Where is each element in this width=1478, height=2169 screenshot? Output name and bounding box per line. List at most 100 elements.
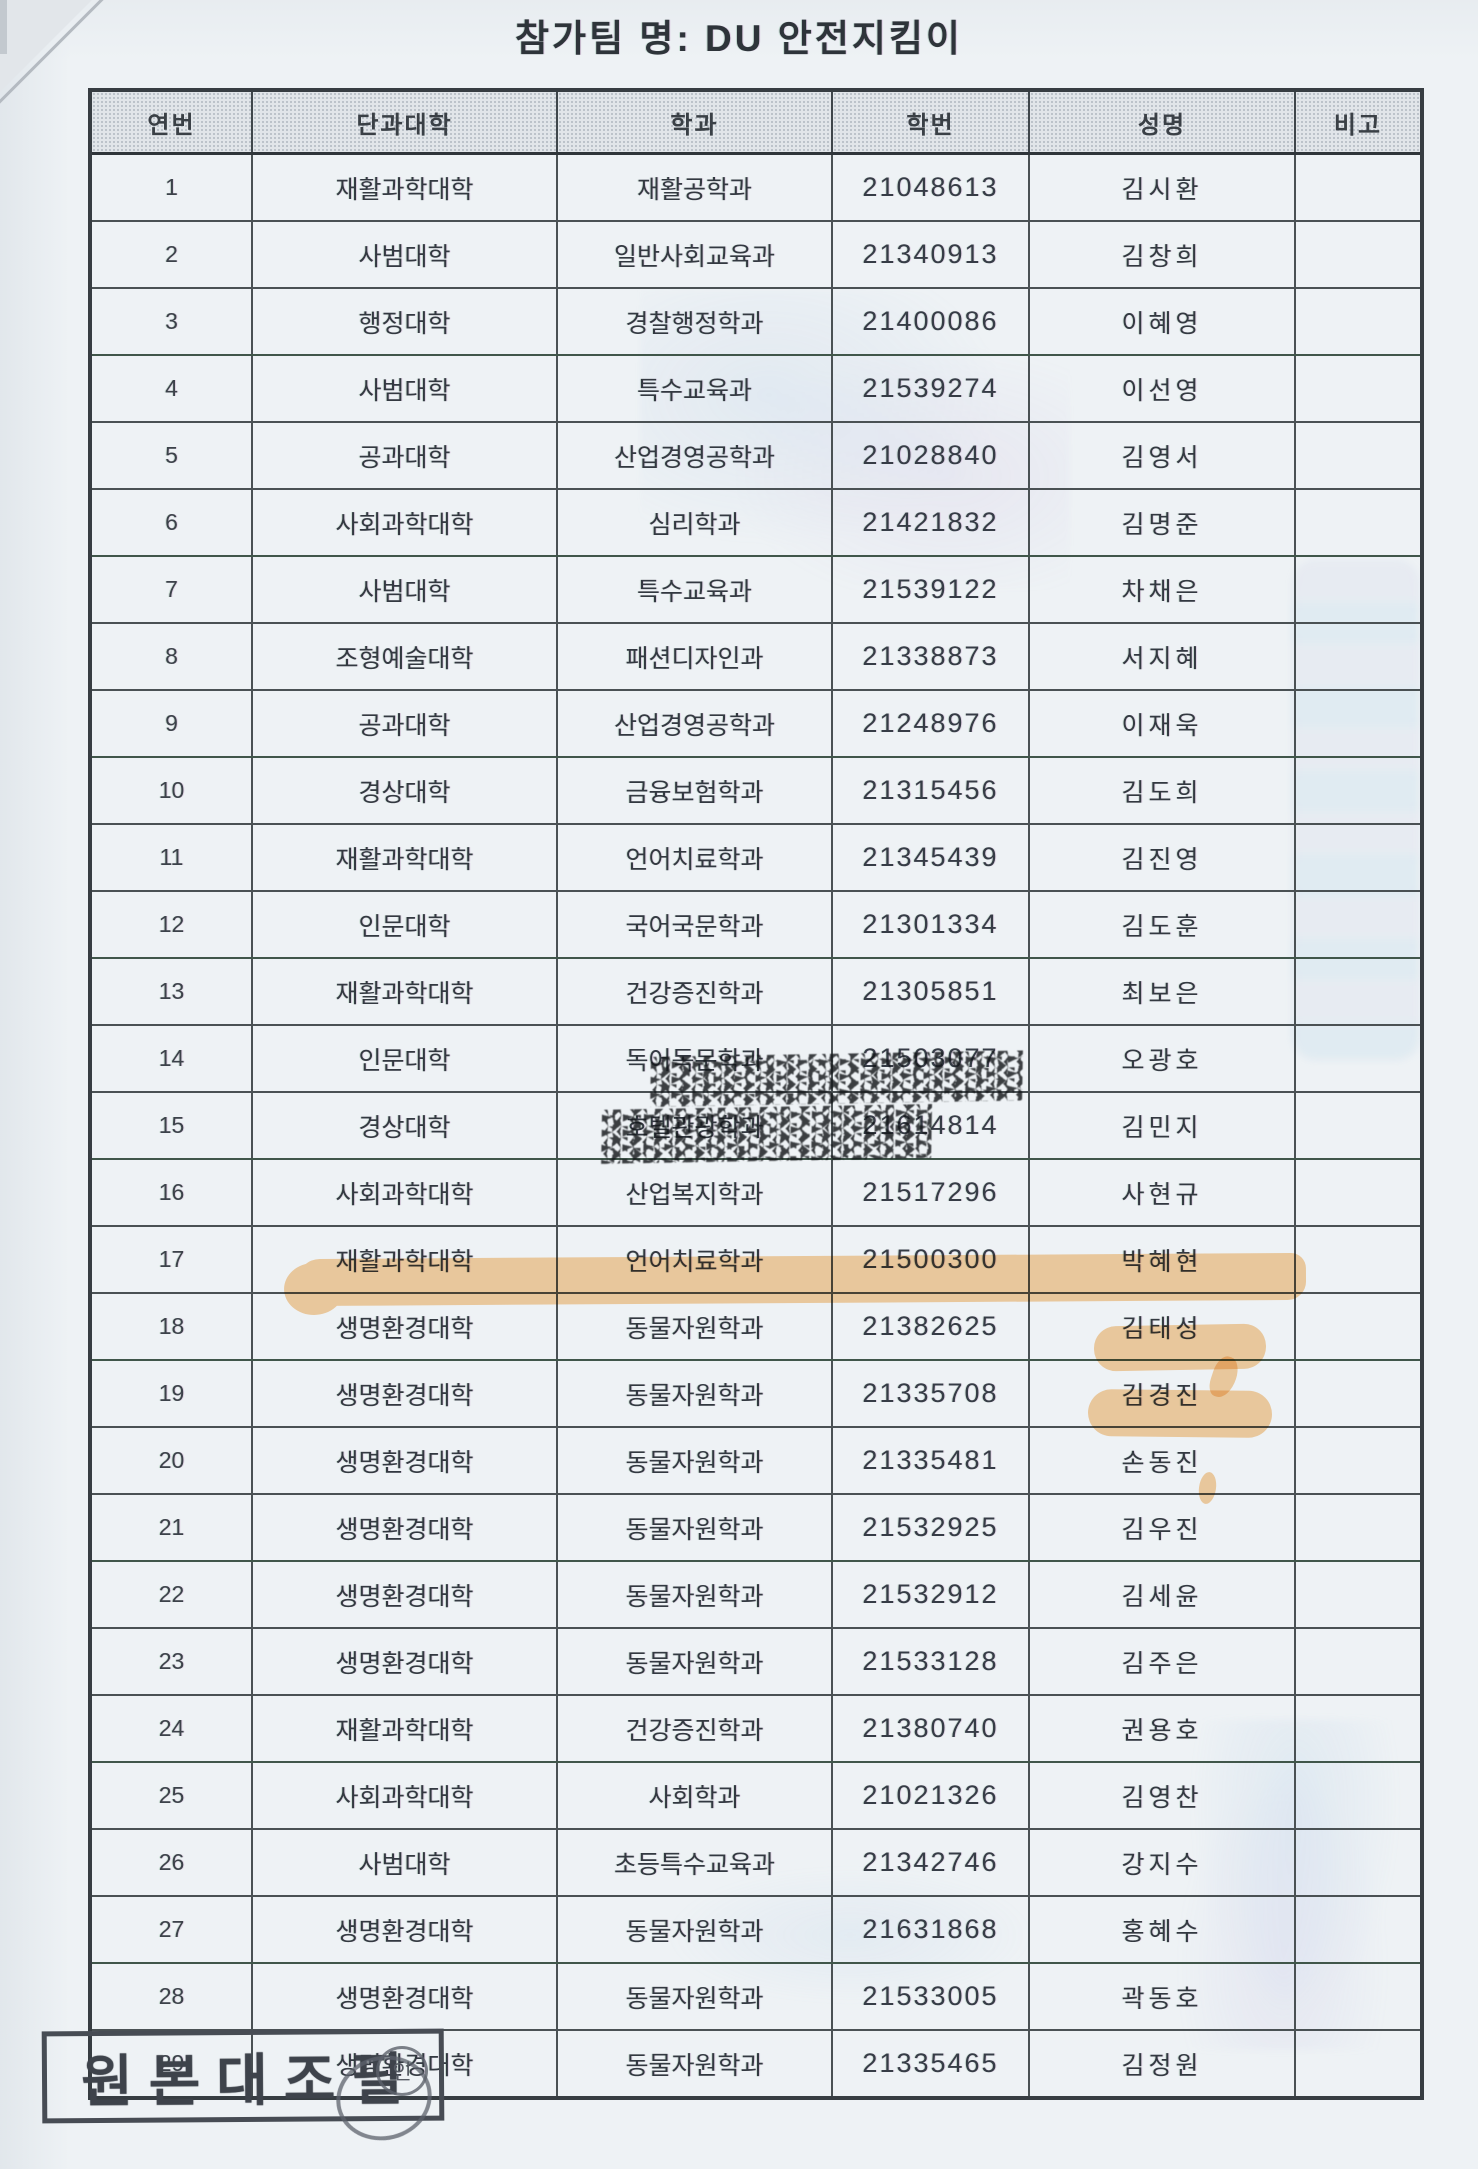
cell-department: 언어치료학과 [556, 823, 833, 892]
participants-table-body: 1 재활과학대학 재활공학과 21048613 김시환 2 사범대학 일반사회교… [89, 152, 1423, 2099]
cell-name: 김주은 [1028, 1627, 1296, 1696]
cell-department: 산업경영공학과 [556, 421, 833, 490]
cell-college: 생명환경대학 [251, 1895, 558, 1964]
column-header-no: 연번 [89, 89, 253, 155]
cell-note [1294, 756, 1423, 825]
highlighter-mark-name19 [1093, 1323, 1267, 1372]
cell-row-number: 27 [89, 1895, 253, 1964]
cell-note [1294, 823, 1423, 892]
cell-note [1294, 1761, 1423, 1830]
table-row: 28 생명환경대학 동물자원학과 21533005 곽동호 [89, 1962, 1423, 2031]
cell-department: 동물자원학과 [556, 1426, 833, 1495]
table-row: 22 생명환경대학 동물자원학과 21532912 김세윤 [89, 1560, 1423, 1629]
cell-college: 재활과학대학 [251, 957, 558, 1026]
cell-note [1294, 1426, 1423, 1495]
cell-department: 심리학과 [556, 488, 833, 557]
cell-row-number: 7 [89, 555, 253, 624]
cell-department: 산업복지학과 [556, 1158, 833, 1227]
cell-college: 사범대학 [251, 354, 558, 423]
cell-student-id: 21315456 [831, 756, 1030, 825]
cell-college: 사범대학 [251, 220, 558, 289]
cell-department: 산업경영공학과 [556, 689, 833, 758]
table-row: 7 사범대학 특수교육과 21539122 차채은 [89, 555, 1423, 624]
cell-student-id: 21532925 [831, 1493, 1030, 1562]
cell-name: 김진영 [1028, 823, 1296, 892]
table-row: 10 경상대학 금융보험학과 21315456 김도희 [89, 756, 1423, 825]
highlighter-mark-row18 [297, 1252, 1307, 1307]
cell-note [1294, 622, 1423, 691]
cell-department: 금융보험학과 [556, 756, 833, 825]
cell-row-number: 26 [89, 1828, 253, 1897]
table-row: 11 재활과학대학 언어치료학과 21345439 김진영 [89, 823, 1423, 892]
cell-row-number: 20 [89, 1426, 253, 1495]
cell-name: 김도훈 [1028, 890, 1296, 959]
cell-name: 김영찬 [1028, 1761, 1296, 1830]
cell-row-number: 22 [89, 1560, 253, 1629]
table-row: 9 공과대학 산업경영공학과 21248976 이재욱 [89, 689, 1423, 758]
cell-college: 사범대학 [251, 1828, 558, 1897]
header-row: 연번 단과대학 학과 학번 성명 비고 [89, 89, 1423, 155]
cell-name: 김우진 [1028, 1493, 1296, 1562]
cell-name: 권용호 [1028, 1694, 1296, 1763]
cell-college: 생명환경대학 [251, 1560, 558, 1629]
cell-college: 인문대학 [251, 890, 558, 959]
cell-student-id: 21338873 [831, 622, 1030, 691]
page-title: 참가팀 명: DU 안전지킴이 [515, 18, 963, 59]
table-row: 27 생명환경대학 동물자원학과 21631868 홍혜수 [89, 1895, 1423, 1964]
cell-department: 특수교육과 [556, 354, 833, 423]
seal-character: 인 [392, 2061, 412, 2084]
cell-department: 패션디자인과 [556, 622, 833, 691]
cell-college: 재활과학대학 [251, 1694, 558, 1763]
cell-name: 김정원 [1028, 2029, 1296, 2099]
table-row: 2 사범대학 일반사회교육과 21340913 김창희 [89, 220, 1423, 289]
cell-row-number: 12 [89, 890, 253, 959]
page-corner-fold [0, 0, 92, 92]
cell-note [1294, 689, 1423, 758]
cell-note [1294, 1962, 1423, 2031]
cell-department: 일반사회교육과 [556, 220, 833, 289]
cell-name: 김명준 [1028, 488, 1296, 557]
cell-name: 서지혜 [1028, 622, 1296, 691]
cell-college: 공과대학 [251, 421, 558, 490]
cell-note [1294, 957, 1423, 1026]
cell-department: 동물자원학과 [556, 1962, 833, 2031]
cell-row-number: 6 [89, 488, 253, 557]
cell-name: 손동진 [1028, 1426, 1296, 1495]
illegible-ink-stamp [601, 1048, 1041, 1170]
cell-note [1294, 421, 1423, 490]
cell-student-id: 21533005 [831, 1962, 1030, 2031]
cell-department: 동물자원학과 [556, 1359, 833, 1428]
cell-name: 김도희 [1028, 756, 1296, 825]
cell-note [1294, 1359, 1423, 1428]
cell-student-id: 21342746 [831, 1828, 1030, 1897]
cell-name: 사현규 [1028, 1158, 1296, 1227]
cell-department: 동물자원학과 [556, 1627, 833, 1696]
cell-college: 사회과학대학 [251, 1761, 558, 1830]
cell-department: 경찰행정학과 [556, 287, 833, 356]
table-row: 3 행정대학 경찰행정학과 21400086 이혜영 [89, 287, 1423, 356]
table-row: 5 공과대학 산업경영공학과 21028840 김영서 [89, 421, 1423, 490]
cell-note [1294, 1225, 1423, 1294]
scan-edge-smudge [0, 0, 7, 54]
cell-row-number: 1 [89, 152, 253, 222]
cell-department: 특수교육과 [556, 555, 833, 624]
cell-note [1294, 1493, 1423, 1562]
cell-student-id: 21517296 [831, 1158, 1030, 1227]
cell-name: 강지수 [1028, 1828, 1296, 1897]
cell-row-number: 21 [89, 1493, 253, 1562]
cell-row-number: 4 [89, 354, 253, 423]
cell-row-number: 2 [89, 220, 253, 289]
cell-college: 생명환경대학 [251, 1962, 558, 2031]
cell-note [1294, 152, 1423, 222]
table-row: 25 사회과학대학 사회학과 21021326 김영찬 [89, 1761, 1423, 1830]
cell-student-id: 21631868 [831, 1895, 1030, 1964]
cell-name: 곽동호 [1028, 1962, 1296, 2031]
table-row: 26 사범대학 초등특수교육과 21342746 강지수 [89, 1828, 1423, 1897]
cell-row-number: 13 [89, 957, 253, 1026]
cell-student-id: 21539274 [831, 354, 1030, 423]
cell-note [1294, 354, 1423, 423]
cell-note [1294, 1694, 1423, 1763]
cell-note [1294, 1158, 1423, 1227]
cell-college: 사범대학 [251, 555, 558, 624]
